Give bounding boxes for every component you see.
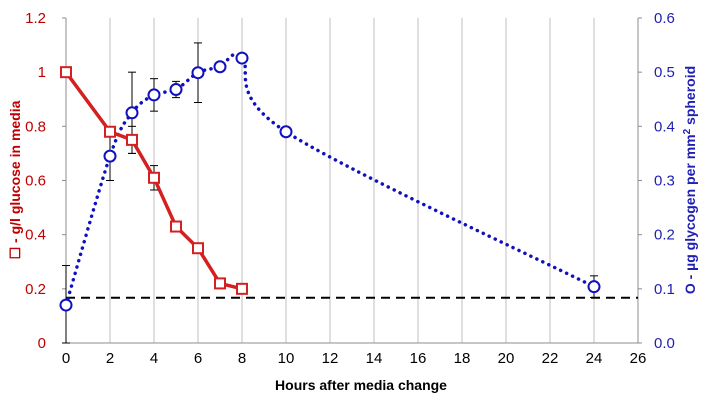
square-marker-glyph: ☐: [7, 247, 23, 260]
y-tick-label-right-0.4: 0.4: [654, 118, 675, 135]
glycogen-point-3: [125, 106, 139, 120]
y-tick-label-left-0.4: 0.4: [25, 227, 46, 244]
y-axis-label-right-sup: 2: [682, 128, 693, 134]
y-axis-label-right-post: spheroid: [682, 66, 698, 129]
y-tick-label-right-0.3: 0.3: [654, 173, 675, 190]
x-tick-label-26: 26: [630, 350, 647, 367]
glucose-point-6: [192, 242, 204, 255]
glucose-point-3: [126, 133, 138, 146]
y-tick-label-left-0.6: 0.6: [25, 173, 46, 190]
x-tick-label-6: 6: [194, 350, 202, 367]
x-tick-label-24: 24: [586, 350, 603, 367]
y-tick-label-left-1: 1: [38, 64, 46, 81]
glycogen-point-7: [213, 60, 227, 74]
y-tick-label-right-0.6: 0.6: [654, 10, 675, 27]
glycogen-point-5: [169, 83, 183, 96]
y-axis-label-right: O - µg glycogen per mm2 spheroid: [682, 66, 699, 294]
x-axis-label: Hours after media change: [275, 377, 447, 393]
y-axis-label-left-text: - g/l glucose in media: [7, 100, 23, 246]
y-tick-label-left-0: 0: [38, 335, 46, 352]
x-tick-label-22: 22: [542, 350, 559, 367]
glycogen-point-8: [235, 51, 249, 65]
glucose-point-8: [236, 282, 248, 295]
y-tick-label-right-0.5: 0.5: [654, 64, 675, 81]
y-tick-label-right-0.1: 0.1: [654, 281, 675, 298]
y-tick-label-left-0.8: 0.8: [25, 118, 46, 135]
glucose-series: [60, 66, 248, 295]
y-tick-label-left-1.2: 1.2: [25, 10, 46, 27]
x-tick-label-12: 12: [322, 350, 339, 367]
glycogen-point-4: [147, 88, 161, 102]
vertical-gridlines: [109, 18, 639, 343]
y-tick-label-right-0.0: 0.0: [654, 335, 675, 352]
y-tick-label-right-0.2: 0.2: [654, 227, 675, 244]
x-tick-label-16: 16: [410, 350, 427, 367]
x-tick-label-8: 8: [238, 350, 246, 367]
glycogen-point-24: [587, 280, 601, 294]
tick-labels: 0 2 4 6 8 10 12 14 16 18 20 22 24 2600.20.40.60.811.2…: [25, 10, 675, 367]
glucose-point-2: [104, 125, 116, 138]
glycogen-point-2: [103, 149, 117, 163]
y-axis-label-left: ☐ - g/l glucose in media: [7, 100, 23, 259]
glucose-point-5: [170, 220, 182, 233]
glycogen-point-0: [59, 298, 73, 312]
glycogen-point-10: [279, 125, 293, 139]
x-tick-label-10: 10: [278, 350, 295, 367]
x-tick-label-20: 20: [498, 350, 515, 367]
x-tick-label-2: 2: [106, 350, 114, 367]
glucose-point-0: [60, 66, 72, 79]
glucose-point-7: [214, 277, 226, 290]
glucose-point-4: [148, 171, 160, 184]
circle-marker-glyph: O: [682, 283, 698, 294]
x-tick-label-0: 0: [62, 350, 70, 367]
y-tick-label-left-0.2: 0.2: [25, 281, 46, 298]
glycogen-point-6: [191, 66, 205, 80]
y-axis-label-right-pre: - µg glycogen per mm: [682, 134, 698, 283]
x-tick-label-4: 4: [150, 350, 158, 367]
x-tick-label-14: 14: [366, 350, 383, 367]
x-tick-label-18: 18: [454, 350, 471, 367]
